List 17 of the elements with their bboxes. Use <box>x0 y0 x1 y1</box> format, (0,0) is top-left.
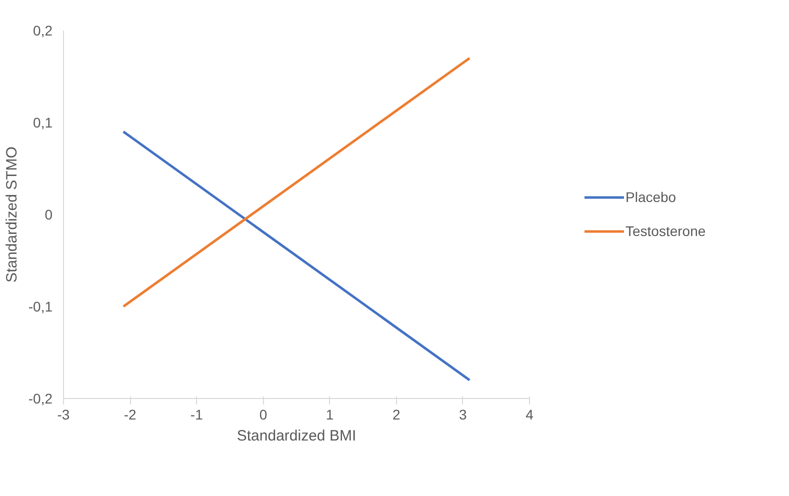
x-tick-label: 4 <box>526 406 534 422</box>
y-tick-label: 0,1 <box>33 114 53 130</box>
x-axis-title: Standardized BMI <box>236 428 356 444</box>
legend-label: Placebo <box>626 189 678 205</box>
y-tick-label: -0,1 <box>28 298 53 314</box>
y-axis-title: Standardized STMO <box>3 146 20 282</box>
x-tick-label: -3 <box>57 406 70 422</box>
x-tick-label: 1 <box>326 406 334 422</box>
y-tick-label: 0 <box>44 206 53 222</box>
legend-label: Testosterone <box>626 223 707 239</box>
x-tick-label: -1 <box>190 406 204 422</box>
x-tick-label: 3 <box>459 406 468 422</box>
y-tick-label: 0,2 <box>33 22 53 38</box>
x-tick-label: -2 <box>124 406 137 422</box>
x-tick-label: 0 <box>259 406 268 422</box>
x-tick-label: 2 <box>392 406 400 422</box>
y-tick-label: -0,2 <box>28 390 53 406</box>
